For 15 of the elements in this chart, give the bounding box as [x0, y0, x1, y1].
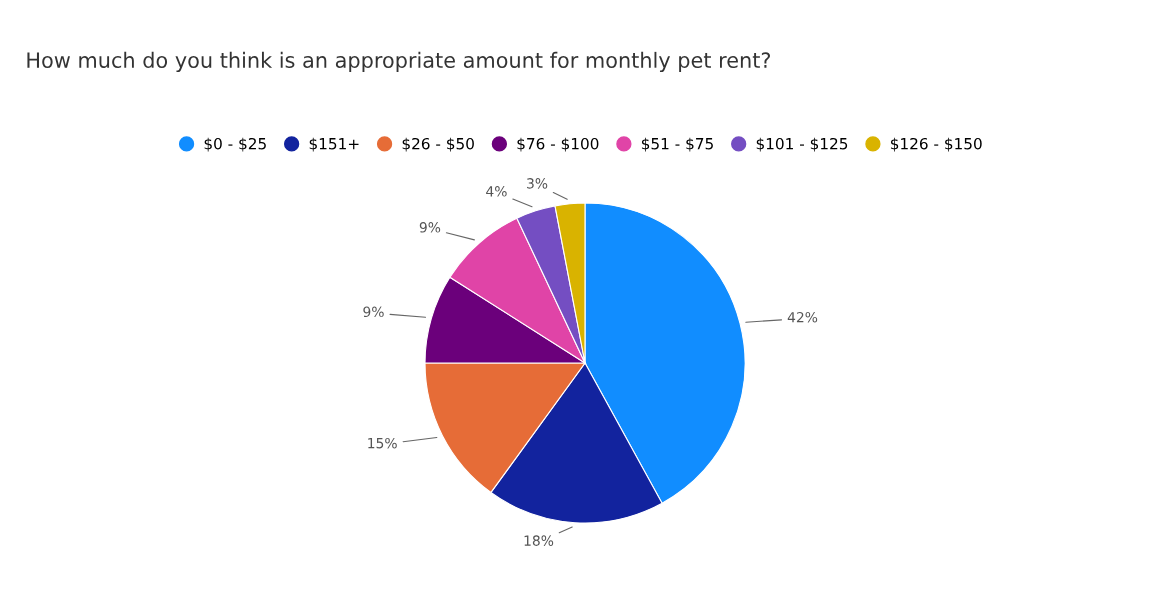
data-label: 18%	[524, 535, 554, 546]
data-label: 9%	[363, 306, 384, 318]
legend-label: $126 - $150	[890, 137, 982, 152]
data-label: 15%	[368, 437, 397, 449]
legend-label: $26 - $50	[402, 137, 474, 152]
data-label: 9%	[419, 222, 441, 233]
chart-title: How much do you think is an appropriate amount for monthly pet rent?	[27, 51, 771, 73]
legend-label: $51 - $75	[641, 137, 713, 152]
legend-label: $76 - $100	[517, 137, 599, 152]
data-label: 3%	[527, 178, 548, 189]
legend-label: $151+	[309, 137, 359, 152]
legend-label: $0 - $25	[204, 137, 266, 152]
data-label: 4%	[486, 186, 507, 197]
legend-label: $101 - $125	[756, 137, 848, 152]
data-label: 42%	[787, 311, 818, 323]
